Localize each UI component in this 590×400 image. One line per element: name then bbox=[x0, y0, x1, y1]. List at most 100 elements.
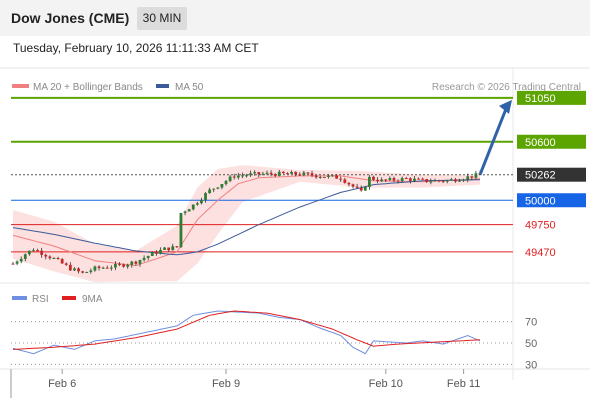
candle-body bbox=[314, 175, 318, 178]
level-labels: 51050 50600 50262 50000 49750 49470 bbox=[517, 90, 586, 259]
candle-body bbox=[101, 267, 105, 269]
candlesticks bbox=[11, 169, 482, 274]
header-bar bbox=[0, 0, 590, 36]
key-levels bbox=[11, 96, 513, 253]
candle-body bbox=[433, 180, 437, 182]
candle-body bbox=[200, 199, 203, 204]
candle-body bbox=[122, 264, 126, 267]
candle-body bbox=[331, 175, 334, 177]
ma50-swatch bbox=[156, 84, 169, 88]
candle-body bbox=[97, 266, 101, 269]
candle-body bbox=[232, 176, 236, 178]
candle-body bbox=[23, 254, 27, 259]
candle-body bbox=[302, 172, 306, 176]
candle-body bbox=[159, 249, 162, 254]
target-level-tag bbox=[517, 134, 586, 149]
target-level-tag bbox=[517, 90, 586, 105]
candle-body bbox=[343, 179, 347, 183]
candle-body bbox=[27, 250, 31, 255]
candle-body bbox=[64, 263, 68, 265]
ma9-swatch bbox=[62, 296, 76, 300]
ma50-legend: MA 50 bbox=[175, 82, 204, 93]
candle-body bbox=[48, 256, 52, 259]
forecast-arrow-shaft bbox=[478, 108, 508, 176]
candle-body bbox=[306, 172, 310, 174]
candle-body bbox=[474, 173, 478, 178]
rsi-ma9-line bbox=[12, 310, 481, 350]
candle-body bbox=[396, 180, 400, 182]
candle-body bbox=[44, 254, 48, 257]
candle-body bbox=[245, 175, 248, 177]
candle-body bbox=[224, 181, 228, 185]
candle-body bbox=[355, 186, 359, 188]
candle-body bbox=[470, 176, 474, 178]
candle-body bbox=[77, 268, 80, 272]
candle-body bbox=[146, 255, 150, 258]
rsi-tick-label: 70 bbox=[525, 317, 537, 329]
candle-body bbox=[40, 250, 44, 255]
rsi-tick-label: 50 bbox=[525, 338, 537, 350]
candle-body bbox=[347, 182, 351, 185]
candle-body bbox=[449, 179, 453, 181]
candle-body bbox=[281, 171, 285, 174]
candle-body bbox=[130, 261, 134, 265]
candle-body bbox=[265, 172, 269, 174]
x-tick-label: Feb 10 bbox=[369, 378, 403, 390]
candle-body bbox=[408, 178, 412, 181]
candle-body bbox=[36, 250, 39, 252]
candle-body bbox=[236, 175, 240, 178]
level-label: 49750 bbox=[525, 220, 556, 232]
candle-body bbox=[134, 261, 138, 264]
candle-body bbox=[462, 179, 466, 181]
candle-body bbox=[445, 180, 449, 182]
level-label: 50000 bbox=[525, 195, 556, 207]
candle-body bbox=[376, 179, 379, 182]
candle-body bbox=[142, 257, 146, 260]
candle-body bbox=[421, 178, 425, 180]
candle-body bbox=[175, 246, 179, 248]
candle-body bbox=[191, 204, 195, 210]
candle-body bbox=[212, 188, 216, 190]
candle-body bbox=[261, 173, 265, 175]
timeframe-button[interactable]: 30 MIN bbox=[137, 7, 187, 30]
candle-body bbox=[241, 175, 244, 177]
ma20-swatch bbox=[12, 84, 29, 88]
candle-body bbox=[413, 178, 416, 181]
candle-body bbox=[60, 259, 64, 264]
candle-body bbox=[384, 179, 388, 181]
rsi-panel: 70 50 30 bbox=[11, 310, 537, 371]
candle-body bbox=[150, 252, 154, 256]
candle-body bbox=[195, 203, 199, 205]
rsi-swatch bbox=[12, 296, 27, 300]
x-axis: Feb 6 Feb 9 Feb 10 Feb 11 bbox=[48, 369, 480, 390]
candle-body bbox=[318, 176, 322, 178]
candle-body bbox=[273, 174, 277, 176]
forecast-arrow bbox=[478, 99, 512, 176]
candle-body bbox=[167, 247, 171, 251]
candle-body bbox=[310, 173, 314, 176]
candle-body bbox=[138, 259, 142, 264]
ma9-legend: 9MA bbox=[82, 294, 103, 305]
pivot-level-tag bbox=[517, 193, 586, 208]
candle-body bbox=[404, 178, 408, 180]
level-label: 49470 bbox=[525, 247, 556, 259]
candle-body bbox=[400, 178, 404, 182]
candle-body bbox=[52, 257, 56, 259]
level-label: 50262 bbox=[525, 170, 556, 182]
candle-body bbox=[89, 270, 93, 272]
instrument-title: Dow Jones (CME) bbox=[11, 10, 130, 26]
candle-body bbox=[277, 171, 281, 176]
candle-body bbox=[179, 212, 183, 248]
candle-body bbox=[228, 176, 232, 182]
candle-body bbox=[458, 180, 461, 182]
candle-body bbox=[208, 189, 212, 194]
candle-body bbox=[114, 264, 117, 268]
candle-body bbox=[380, 179, 384, 182]
candle-body bbox=[81, 271, 85, 273]
candle-body bbox=[154, 252, 158, 254]
candle-body bbox=[294, 171, 298, 175]
candle-body bbox=[32, 250, 35, 252]
candle-body bbox=[11, 263, 15, 265]
x-tick-label: Feb 6 bbox=[48, 378, 76, 390]
